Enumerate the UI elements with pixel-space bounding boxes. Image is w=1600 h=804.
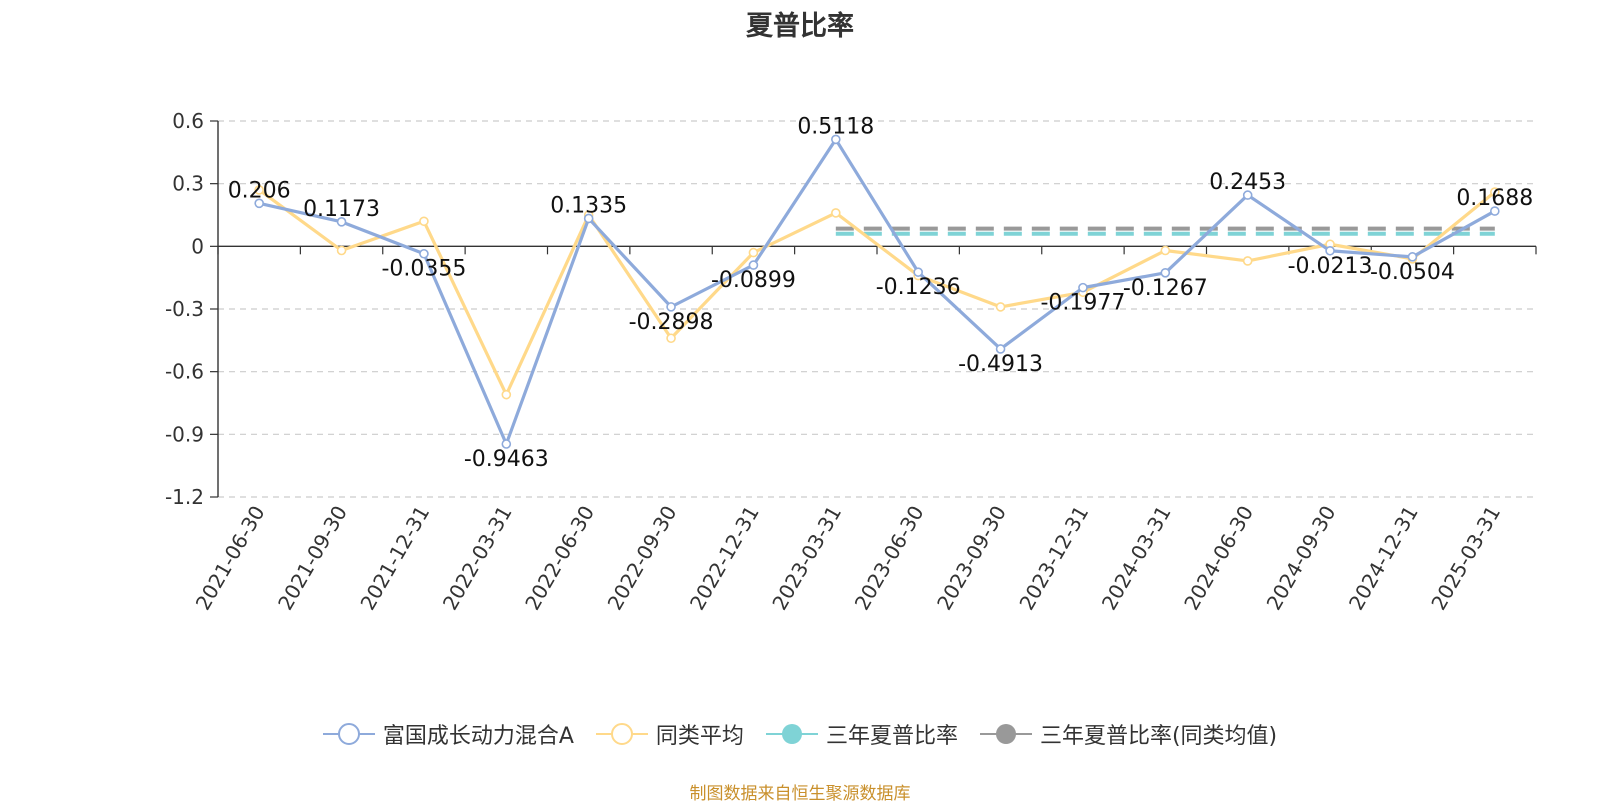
series-point: [419, 216, 429, 227]
legend-symbol-icon: [979, 724, 1032, 744]
series-point: [336, 217, 347, 227]
y-tick-label: 0.3: [172, 172, 204, 196]
data-label: -0.4913: [958, 352, 1043, 377]
data-label: -0.0355: [381, 257, 466, 282]
x-tick-label: 2025-03-31: [1426, 502, 1505, 615]
data-label: -0.0213: [1288, 254, 1373, 279]
series-point: [748, 247, 759, 258]
data-label: 0.206: [228, 178, 291, 203]
y-tick-label: -0.3: [165, 297, 204, 321]
series-point: [1160, 267, 1171, 278]
legend: 富国成长动力混合A 同类平均 三年夏普比率 三年夏普比率(同类均值): [0, 718, 1600, 750]
series-point: [254, 185, 264, 195]
x-tick-label: 2022-12-31: [685, 502, 764, 615]
data-label: -0.1267: [1123, 276, 1208, 301]
data-label: -0.0504: [1370, 260, 1455, 285]
series-line: [258, 188, 1496, 397]
source-note: 制图数据来自恒生聚源数据库: [689, 784, 911, 804]
x-tick-label: 2024-12-31: [1344, 502, 1423, 615]
legend-item[interactable]: 三年夏普比率: [765, 718, 958, 750]
series-point: [1078, 282, 1088, 293]
x-tick-label: 2023-12-31: [1014, 502, 1093, 615]
chart-title: 夏普比率: [746, 11, 854, 42]
data-label: -0.2898: [629, 310, 714, 335]
reference-lines: [835, 226, 1495, 236]
x-tick-label: 2022-09-30: [602, 502, 681, 615]
x-tick-label: 2023-03-31: [767, 502, 846, 615]
series-point: [1407, 252, 1418, 262]
series-point: [913, 267, 923, 277]
y-tick-label: 0: [191, 234, 204, 258]
x-tick-label: 2024-06-30: [1179, 502, 1258, 615]
legend-item[interactable]: 同类平均: [595, 718, 744, 750]
series-point: [1242, 256, 1253, 266]
series-point: [748, 260, 759, 270]
series-point: [1490, 206, 1500, 216]
legend-symbol-icon: [765, 724, 818, 744]
series-point: [995, 302, 1006, 312]
data-labels: 0.206 0.1173 -0.0355 -0.9463 0.1335 -0.2898 -0…: [228, 114, 1534, 472]
series-point: [583, 213, 594, 224]
x-tick-label: 2024-03-31: [1097, 502, 1176, 615]
x-tick-label: 2022-03-31: [438, 502, 517, 615]
data-label: -0.1236: [876, 275, 961, 300]
series-point: [666, 302, 676, 312]
series-point: [666, 333, 676, 344]
series-point: [1160, 245, 1171, 256]
legend-symbol-icon: [595, 723, 648, 745]
x-tick-label: 2022-06-30: [520, 502, 599, 615]
legend-item[interactable]: 富国成长动力混合A: [322, 718, 574, 750]
x-tick-label: 2021-06-30: [191, 502, 270, 615]
series-point: [254, 198, 264, 209]
series-point: [501, 389, 512, 400]
data-label: -0.1977: [1040, 291, 1125, 316]
x-tick-label: 2021-09-30: [273, 502, 352, 615]
data-label: 0.5118: [797, 114, 874, 139]
legend-label: 富国成长动力混合A: [382, 724, 574, 749]
series-point: [336, 245, 347, 256]
series-point: [1490, 187, 1500, 197]
y-tick-label: -0.6: [165, 360, 204, 384]
x-tick-label: 2023-09-30: [932, 502, 1011, 615]
y-tick-label: -1.2: [165, 485, 204, 509]
series-line: [258, 137, 1496, 446]
y-tick-label: -0.9: [165, 422, 204, 446]
data-label: -0.0899: [711, 268, 796, 293]
y-tick-label: 0.6: [172, 109, 204, 133]
series-point: [1242, 190, 1253, 200]
data-label: 0.1173: [303, 197, 380, 222]
data-label: 0.1335: [550, 193, 627, 218]
data-label: 0.1688: [1456, 186, 1533, 211]
data-label: -0.9463: [464, 447, 549, 472]
legend-symbol-icon: [322, 723, 375, 745]
grid-lines: [218, 120, 1536, 498]
x-tick-label: 2024-09-30: [1261, 502, 1340, 615]
x-tick-label: 2023-06-30: [850, 502, 929, 615]
data-label: 0.2453: [1209, 170, 1286, 195]
series-point: [831, 134, 841, 145]
series-point: [501, 439, 512, 449]
series-point: [419, 248, 429, 259]
series-point: [995, 344, 1006, 354]
series-lines: [254, 134, 1500, 449]
legend-label: 三年夏普比率: [825, 724, 958, 749]
series-point: [831, 208, 841, 218]
legend-label: 三年夏普比率(同类均值): [1039, 724, 1278, 749]
legend-item[interactable]: 三年夏普比率(同类均值): [979, 718, 1278, 750]
series-point: [1325, 245, 1335, 256]
x-tick-label: 2021-12-31: [355, 502, 434, 615]
legend-label: 同类平均: [655, 724, 744, 749]
